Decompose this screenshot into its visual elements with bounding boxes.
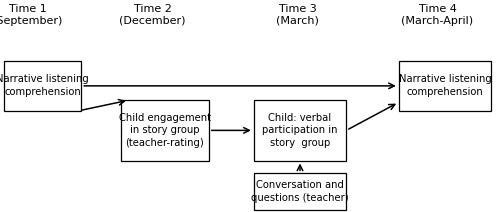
Text: Time 3
(March): Time 3 (March)	[276, 4, 319, 26]
FancyBboxPatch shape	[254, 173, 346, 210]
Text: Child: verbal
participation in
story  group: Child: verbal participation in story gro…	[262, 113, 338, 148]
Text: Child engagement
in story group
(teacher-rating): Child engagement in story group (teacher…	[119, 113, 211, 148]
Text: Narrative listening
comprehension: Narrative listening comprehension	[0, 74, 89, 97]
Text: Conversation and
questions (teacher): Conversation and questions (teacher)	[251, 180, 349, 203]
Text: Narrative listening
comprehension: Narrative listening comprehension	[398, 74, 492, 97]
Text: Time 1
(September): Time 1 (September)	[0, 4, 62, 26]
Text: Time 4
(March-April): Time 4 (March-April)	[402, 4, 473, 26]
FancyBboxPatch shape	[122, 100, 209, 161]
Text: Time 2
(December): Time 2 (December)	[120, 4, 186, 26]
FancyBboxPatch shape	[4, 61, 81, 111]
FancyBboxPatch shape	[254, 100, 346, 161]
FancyBboxPatch shape	[399, 61, 491, 111]
